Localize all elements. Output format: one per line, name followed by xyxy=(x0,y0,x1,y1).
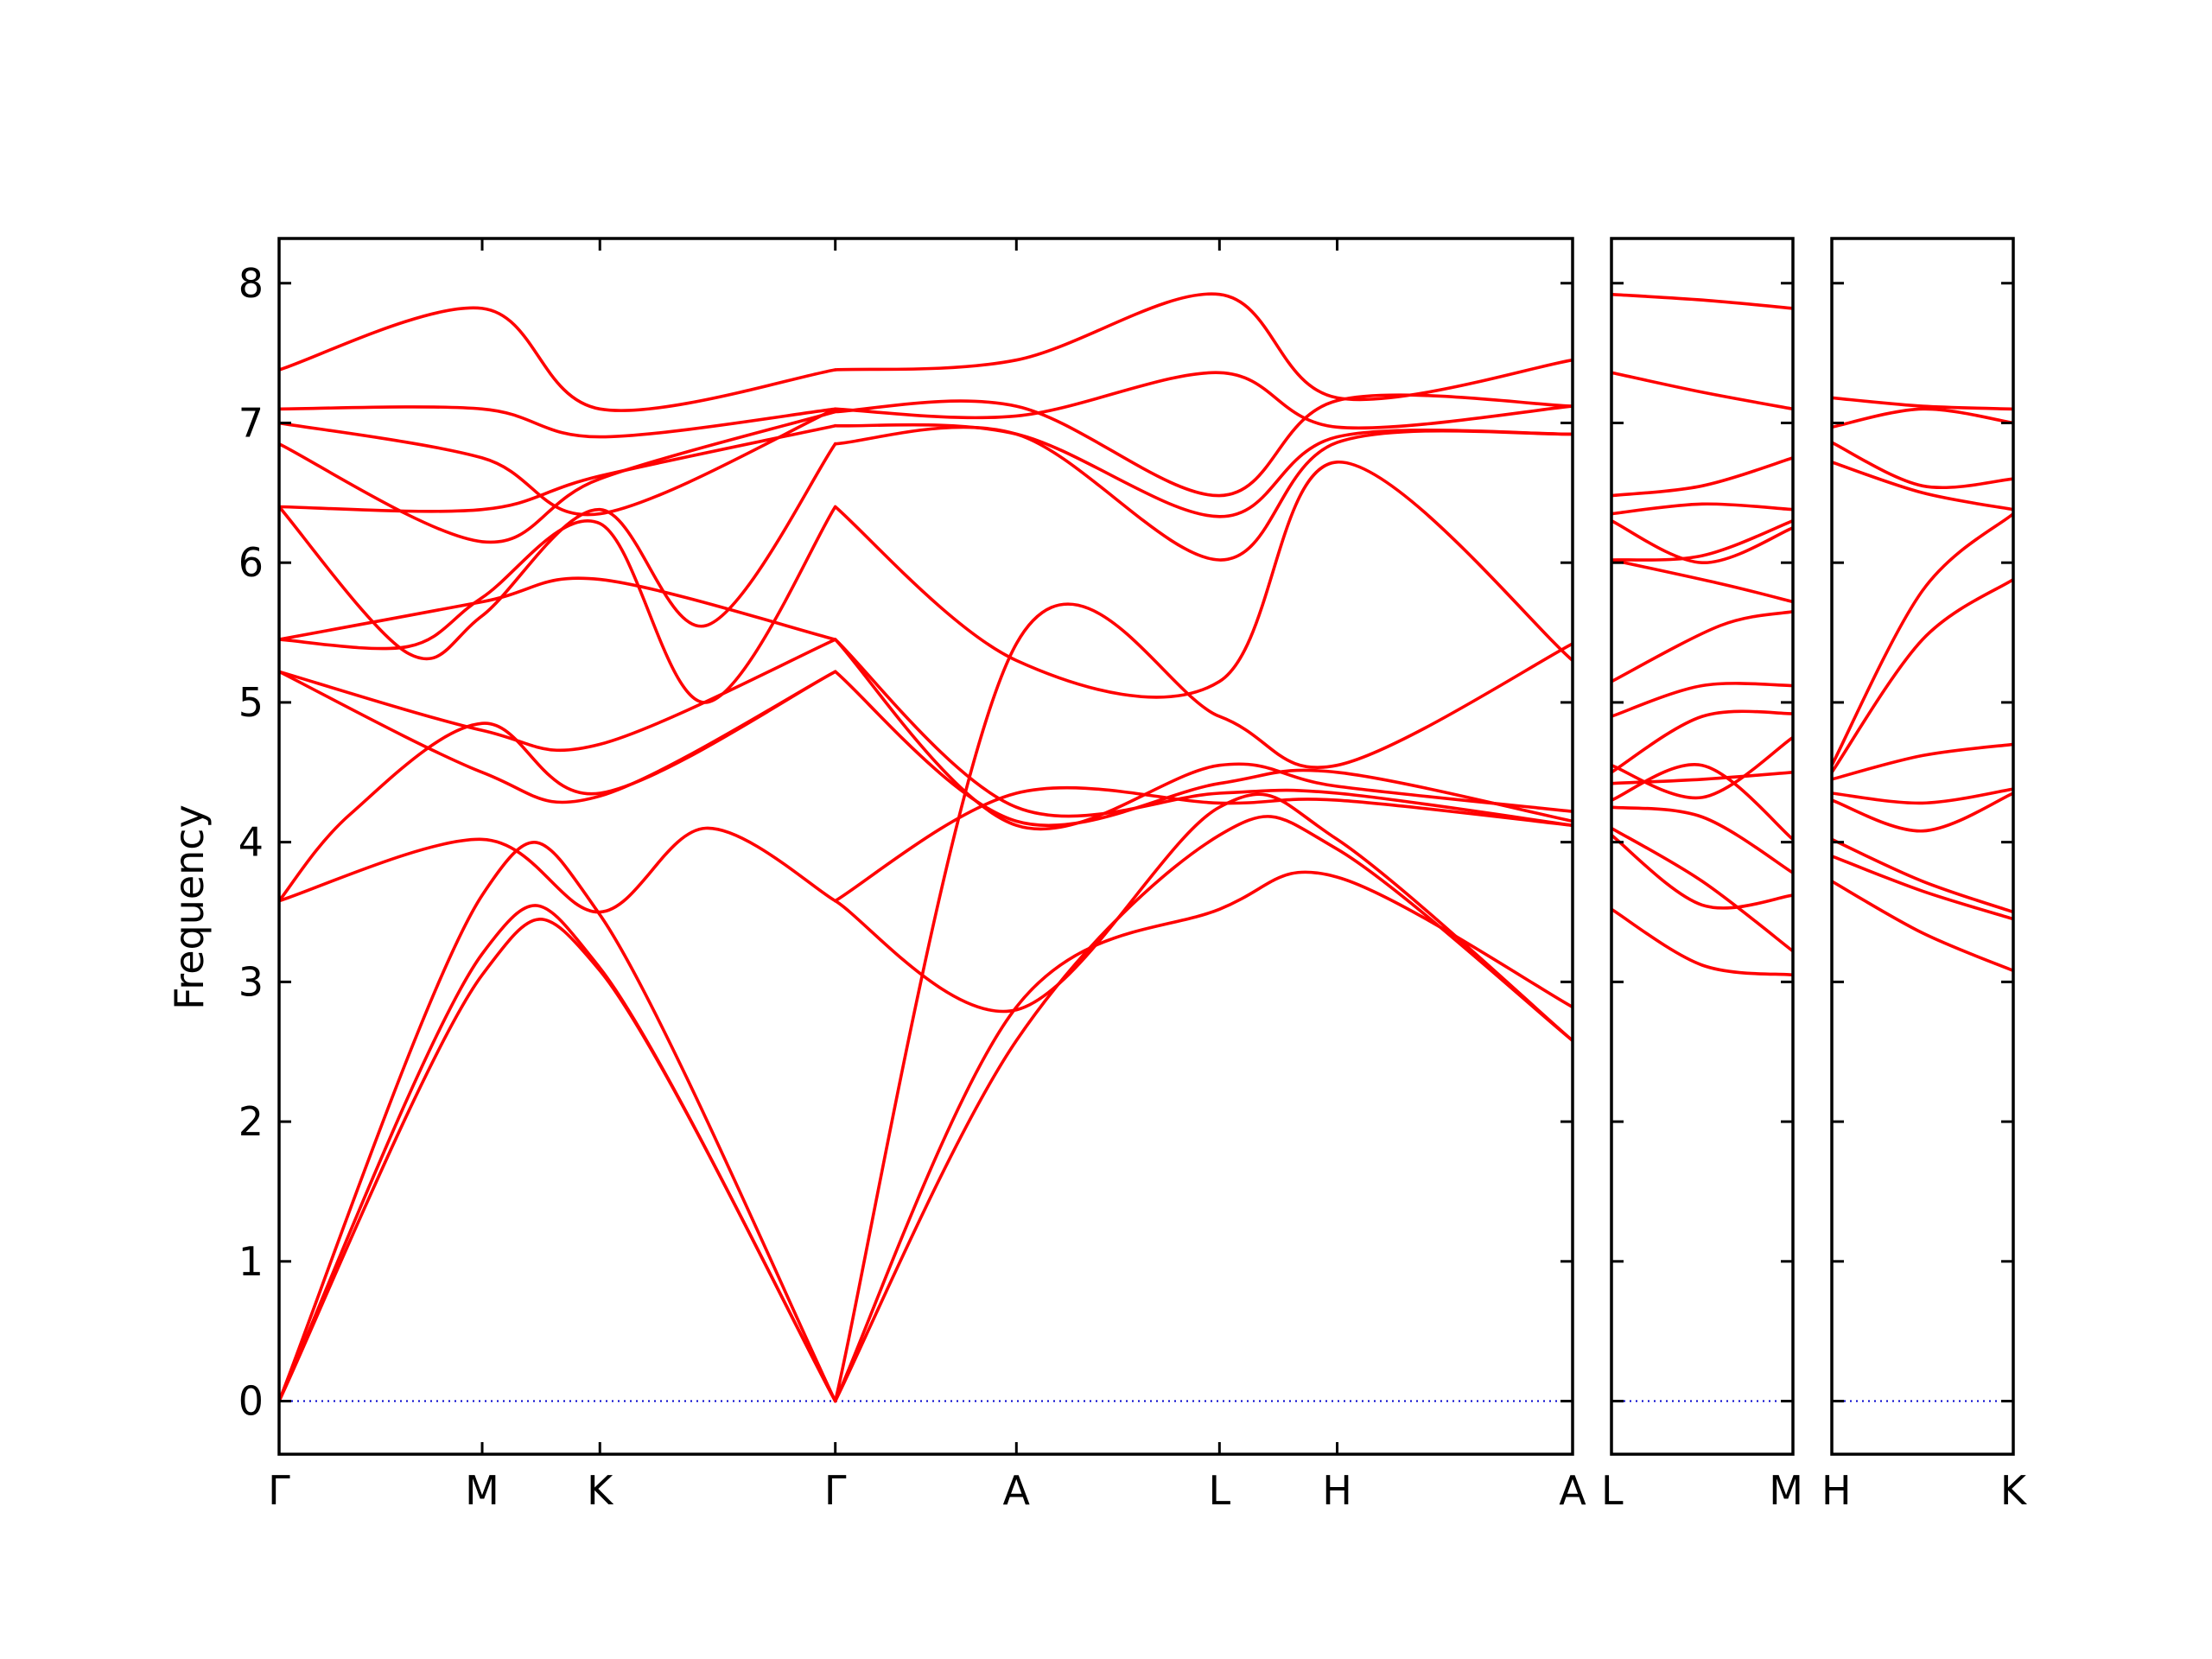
band-line-14 xyxy=(279,405,837,439)
panel-1: 0 1 2 3 4 5 6 7 8 Γ M K Γ A L H A xyxy=(238,237,1586,1514)
band-line-17 xyxy=(833,870,1573,1403)
band-line-1 xyxy=(279,918,837,1403)
band-line-16 xyxy=(1611,371,1793,411)
x-tick-label-M: M xyxy=(465,1467,499,1514)
band-line-10 xyxy=(279,442,837,661)
y-tick-label: 7 xyxy=(238,399,264,446)
band-line-8 xyxy=(1611,735,1793,800)
band-line-15 xyxy=(279,306,837,412)
band-line-29 xyxy=(833,292,1573,402)
band-line-9 xyxy=(279,505,837,704)
band-line-16 xyxy=(833,815,1573,1403)
y-tick-label: 3 xyxy=(238,958,264,1005)
y-axis-label: Frequency xyxy=(166,804,213,1010)
band-line-12 xyxy=(279,410,837,544)
band-line-15 xyxy=(1611,456,1793,498)
x-tick-label-H: H xyxy=(1821,1467,1852,1514)
band-line-3 xyxy=(279,841,837,1403)
band-line-7 xyxy=(279,638,837,753)
band-line-6 xyxy=(1832,742,2013,781)
plot-frame xyxy=(1830,237,2015,1456)
band-line-13 xyxy=(1611,518,1793,565)
band-line-8 xyxy=(279,576,837,641)
band-line-2 xyxy=(1611,833,1793,910)
band-line-3 xyxy=(1611,826,1793,953)
band-line-11 xyxy=(279,423,837,513)
band-line-8 xyxy=(1832,512,2013,767)
x-tick-label-Γ: Γ xyxy=(268,1467,290,1514)
band-line-24 xyxy=(833,460,1573,699)
band-line-27 xyxy=(833,393,1573,498)
band-line-12 xyxy=(1611,518,1793,562)
band-line-12 xyxy=(1832,396,2013,411)
band-line-5 xyxy=(1832,787,2013,805)
y-tick-label: 8 xyxy=(238,260,264,307)
x-tick-label-L: L xyxy=(1601,1467,1624,1514)
band-line-5 xyxy=(1611,762,1793,842)
band-line-7 xyxy=(1832,577,2013,774)
band-line-23 xyxy=(833,602,1573,1403)
x-tick-label-K: K xyxy=(587,1467,614,1514)
x-tick-label-A: A xyxy=(1559,1467,1586,1514)
band-line-11 xyxy=(1611,558,1793,604)
band-line-20 xyxy=(833,670,1573,828)
band-series-group xyxy=(279,292,1573,1403)
band-line-14 xyxy=(1611,502,1793,516)
x-tick-label-Γ: Γ xyxy=(824,1467,847,1514)
band-line-18 xyxy=(833,792,1573,1043)
plot-frame xyxy=(1610,237,1795,1456)
plot-frame xyxy=(277,237,1574,1456)
x-tick-label-K: K xyxy=(2000,1467,2028,1514)
band-line-9 xyxy=(1611,682,1793,718)
band-line-19 xyxy=(833,785,1573,903)
y-tick-label: 5 xyxy=(238,679,264,726)
band-line-3 xyxy=(1832,837,2013,914)
y-tick-label: 1 xyxy=(238,1238,264,1285)
band-line-6 xyxy=(1611,771,1793,785)
x-tick-label-H: H xyxy=(1322,1467,1352,1514)
x-tick-label-M: M xyxy=(1769,1467,1803,1514)
band-line-4 xyxy=(279,670,837,903)
band-series-group xyxy=(1832,396,2013,973)
band-line-17 xyxy=(1611,292,1793,310)
y-tick-label: 0 xyxy=(238,1378,264,1425)
band-line-7 xyxy=(1611,709,1793,774)
band-line-28 xyxy=(833,371,1573,430)
band-line-4 xyxy=(1832,791,2013,833)
x-tick-label-A: A xyxy=(1003,1467,1031,1514)
band-line-10 xyxy=(1832,441,2013,490)
band-line-26 xyxy=(833,423,1573,518)
band-line-5 xyxy=(279,826,837,914)
y-tick-label: 4 xyxy=(238,819,264,866)
band-line-21 xyxy=(833,638,1573,831)
band-line-9 xyxy=(1832,461,2013,512)
band-series-group xyxy=(1611,292,1793,977)
band-line-2 xyxy=(279,904,837,1403)
band-line-2 xyxy=(1832,855,2013,921)
band-line-11 xyxy=(1832,407,2013,429)
x-tick-label-L: L xyxy=(1208,1467,1230,1514)
band-line-1 xyxy=(1611,907,1793,977)
band-line-6 xyxy=(279,670,837,804)
band-line-22 xyxy=(833,638,1573,827)
band-line-10 xyxy=(1611,610,1793,683)
y-tick-label: 2 xyxy=(238,1098,264,1145)
band-line-13 xyxy=(279,407,837,517)
band-line-1 xyxy=(1832,880,2013,973)
y-tick-label: 6 xyxy=(238,539,264,586)
band-line-4 xyxy=(1611,805,1793,874)
